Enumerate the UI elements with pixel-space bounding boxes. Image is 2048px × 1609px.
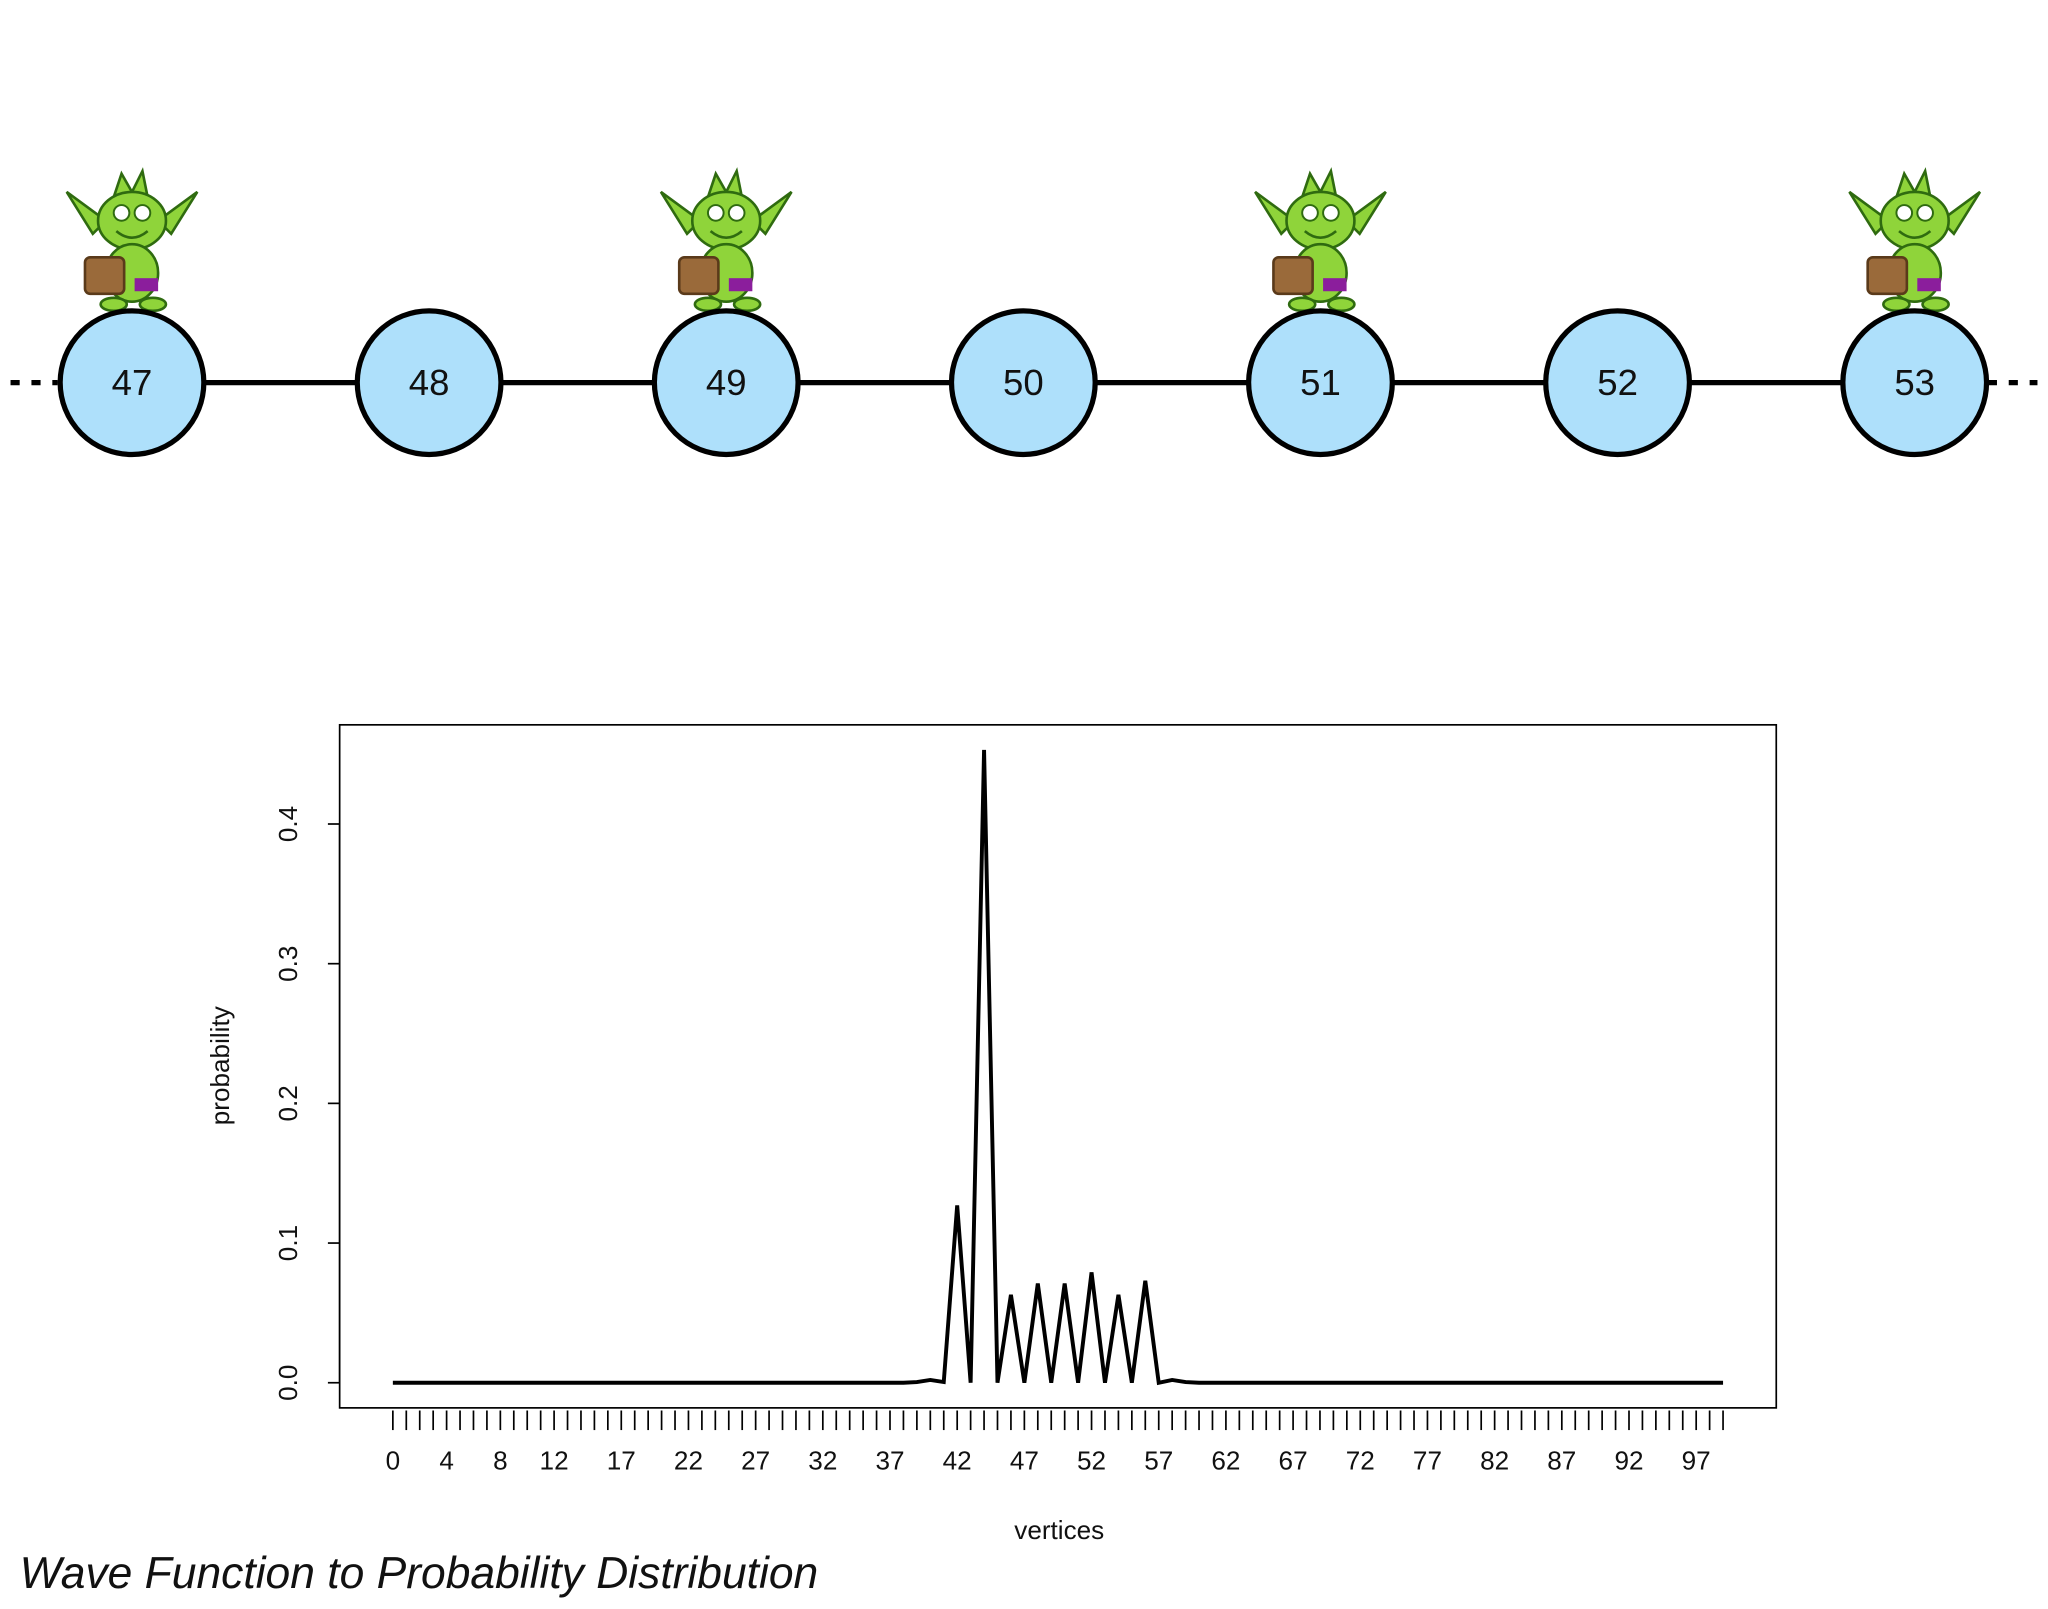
goblin-eye [112, 204, 131, 222]
goblin-shorts [134, 278, 159, 292]
goblin-head [1879, 190, 1950, 251]
node [57, 308, 207, 458]
y-tick-label: 0.4 [273, 806, 303, 842]
goblin-bag [1866, 255, 1909, 296]
x-tick-label: 72 [1346, 1446, 1375, 1476]
goblin-icon [1254, 167, 1387, 313]
x-tick-label: 17 [607, 1446, 636, 1476]
goblin-shorts [1323, 278, 1347, 292]
x-tick-label: 62 [1211, 1446, 1240, 1476]
node-label: 50 [1003, 362, 1044, 403]
x-tick-label: 92 [1614, 1446, 1643, 1476]
goblin-icon [1848, 167, 1982, 313]
goblin-foot [732, 296, 762, 313]
y-tick-label: 0.2 [273, 1085, 303, 1121]
node-label: 53 [1894, 362, 1935, 403]
node [1246, 308, 1395, 458]
goblin-bag [83, 255, 126, 296]
node-label: 48 [409, 362, 450, 403]
x-axis-label: vertices [1014, 1515, 1104, 1545]
x-tick-label: 37 [875, 1446, 904, 1476]
y-axis-label: probability [205, 1006, 235, 1125]
x-tick-label: 77 [1413, 1446, 1442, 1476]
goblin-mouth [709, 230, 743, 239]
node [1840, 308, 1990, 458]
goblin-icon [659, 167, 793, 313]
goblin-mouth [115, 230, 149, 239]
y-tick-label: 0.0 [273, 1365, 303, 1401]
node-label: 52 [1597, 362, 1638, 403]
x-tick-label: 87 [1547, 1446, 1576, 1476]
diagram: 47 48 49 50 51 52 53 [10, 167, 2038, 458]
caption: Wave Function to Probability Distributio… [20, 1549, 819, 1598]
x-tick-label: 57 [1144, 1446, 1173, 1476]
goblin-bag [1272, 255, 1314, 296]
goblin-eye [1895, 204, 1914, 222]
goblin-eye [1301, 204, 1319, 222]
goblin-mouth [1898, 230, 1932, 239]
node [1543, 308, 1693, 458]
goblin-head [690, 190, 762, 251]
x-tick-label: 8 [493, 1446, 508, 1476]
x-tick-label: 12 [540, 1446, 569, 1476]
node-label: 47 [112, 362, 153, 403]
node [948, 308, 1098, 458]
goblin-eye [706, 204, 725, 222]
node-label: 49 [706, 362, 747, 403]
node-label: 51 [1300, 362, 1341, 403]
node [651, 308, 801, 458]
goblin-bag [677, 255, 720, 296]
goblin-head [1285, 190, 1356, 251]
x-tick-label: 0 [386, 1446, 401, 1476]
goblin-eye [727, 204, 746, 222]
y-tick-label: 0.1 [273, 1225, 303, 1261]
goblin-head [96, 190, 168, 251]
goblin-shorts [1917, 278, 1941, 292]
x-tick-label: 52 [1077, 1446, 1106, 1476]
x-tick-label: 47 [1010, 1446, 1039, 1476]
x-tick-label: 27 [741, 1446, 770, 1476]
goblin-foot [1921, 296, 1950, 313]
goblin-foot [1326, 296, 1356, 313]
x-tick-label: 4 [439, 1446, 454, 1476]
goblin-eye [1916, 204, 1934, 222]
goblin-shorts [728, 278, 753, 292]
x-tick-label: 82 [1480, 1446, 1509, 1476]
y-tick-label: 0.3 [273, 946, 303, 982]
goblin-eye [1322, 204, 1340, 222]
x-tick-label: 22 [674, 1446, 703, 1476]
data-line [392, 749, 1724, 1386]
goblin-mouth [1303, 230, 1337, 239]
goblin-eye [133, 204, 152, 222]
node [354, 308, 504, 458]
goblin-icon [65, 167, 199, 313]
goblin-foot [138, 296, 168, 313]
chart: vertices probability 0.0 0.1 0.2 0.3 0.4 0 4 8 1… [205, 723, 1778, 1545]
x-tick-label: 67 [1279, 1446, 1308, 1476]
x-tick-label: 97 [1682, 1446, 1711, 1476]
x-tick-label: 32 [808, 1446, 837, 1476]
x-tick-label: 42 [943, 1446, 972, 1476]
